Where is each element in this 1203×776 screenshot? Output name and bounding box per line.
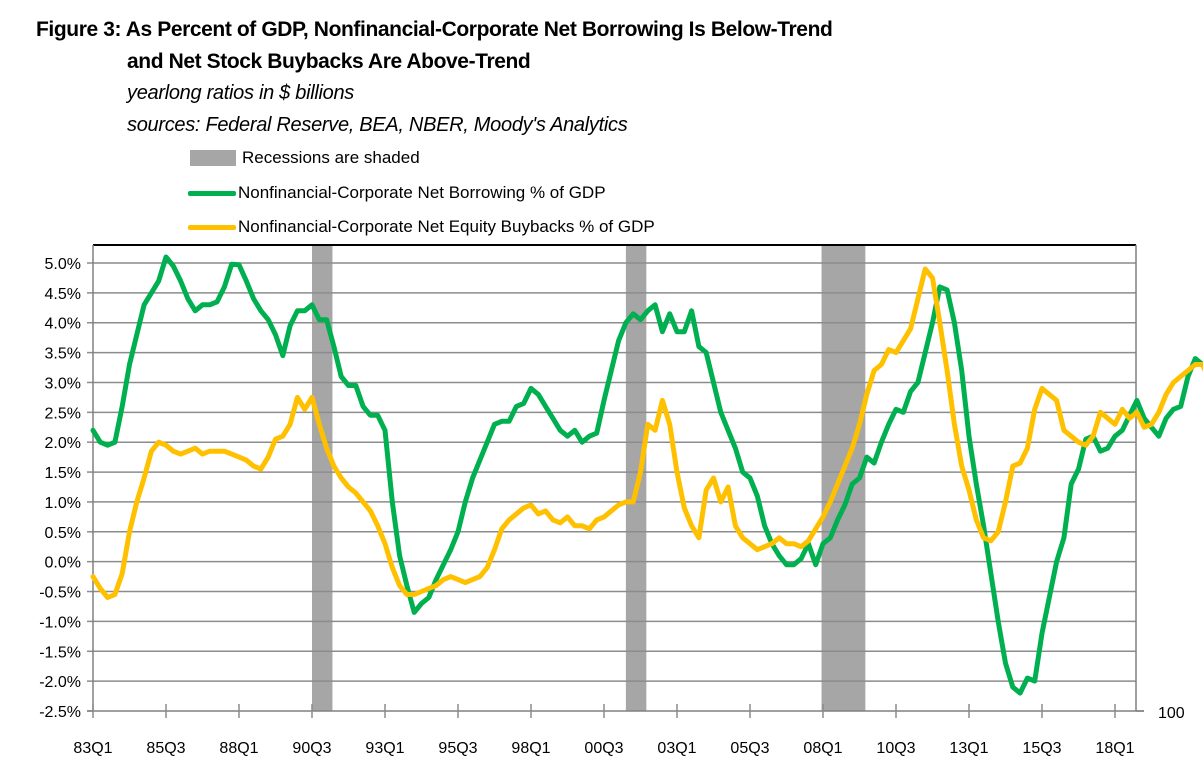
x-tick-label: 05Q3 (730, 740, 769, 757)
axes (87, 244, 1144, 718)
y-tick-label: 0.5% (45, 525, 81, 542)
x-tick-label: 03Q1 (657, 740, 696, 757)
x-tick-label: 00Q3 (584, 740, 623, 757)
x-tick-label: 90Q3 (292, 740, 331, 757)
y-tick-label: 3.5% (45, 346, 81, 363)
y-tick-label: -1.5% (39, 644, 81, 661)
legend-label-recession: Recessions are shaded (242, 148, 420, 167)
y-tick-label: -2.0% (39, 674, 81, 691)
x-tick-label: 95Q3 (438, 740, 477, 757)
legend-label-borrowing: Nonfinancial-Corporate Net Borrowing % o… (238, 183, 606, 202)
legend-swatch-buybacks (188, 224, 236, 230)
recession-band (312, 245, 333, 711)
gridlines (93, 262, 1136, 682)
y-tick-label: 5.0% (45, 256, 81, 273)
y-tick-label: -2.5% (39, 704, 81, 721)
chart-subtitle: yearlong ratios in $ billions (127, 82, 354, 104)
series-line-net-buybacks (90, 266, 1203, 600)
x-tick-label: 85Q3 (146, 740, 185, 757)
y-tick-label: 3.0% (45, 375, 81, 392)
chart-sources: sources: Federal Reserve, BEA, NBER, Moo… (127, 114, 628, 136)
x-tick-label: 98Q1 (511, 740, 550, 757)
x-tick-label: 10Q3 (876, 740, 915, 757)
legend-swatch-recession (190, 150, 236, 166)
y-tick-label: 1.5% (45, 465, 81, 482)
recession-band (625, 245, 647, 711)
y-tick-label: 4.0% (45, 316, 81, 333)
x-tick-label: 15Q3 (1022, 740, 1061, 757)
x-tick-label: 13Q1 (949, 740, 988, 757)
y-tick-label: -1.0% (39, 614, 81, 631)
y-tick-label: 4.5% (45, 286, 81, 303)
x-tick-label: 93Q1 (365, 740, 404, 757)
legend-item-recession: Recessions are shaded (190, 147, 420, 169)
x-tick-label: 18Q1 (1095, 740, 1134, 757)
y-tick-label: 0.0% (45, 555, 81, 572)
legend-item-borrowing: Nonfinancial-Corporate Net Borrowing % o… (188, 182, 606, 204)
chart-title-line1: Figure 3: As Percent of GDP, Nonfinancia… (36, 18, 833, 41)
y-tick-label: 2.5% (45, 405, 81, 422)
x-tick-label: 83Q1 (73, 740, 112, 757)
legend-swatch-borrowing (188, 190, 236, 196)
series-lines (90, 254, 1203, 696)
tick-labels: 5.0% 4.5% 4.0% 3.5% 3.0% 2.5% 2.0% 1.5% 1.0% 0.5%… (39, 256, 1185, 757)
secondary-axis-label: 100 (1158, 705, 1185, 722)
legend-label-buybacks: Nonfinancial-Corporate Net Equity Buybac… (238, 217, 655, 236)
y-tick-label: 1.0% (45, 495, 81, 512)
y-tick-label: 2.0% (45, 435, 81, 452)
legend-item-buybacks: Nonfinancial-Corporate Net Equity Buybac… (188, 216, 655, 238)
chart-title-line2: and Net Stock Buybacks Are Above-Trend (127, 50, 531, 73)
recession-bands (312, 245, 866, 711)
x-tick-label: 88Q1 (219, 740, 258, 757)
y-tick-label: -0.5% (39, 585, 81, 602)
x-tick-label: 08Q1 (803, 740, 842, 757)
